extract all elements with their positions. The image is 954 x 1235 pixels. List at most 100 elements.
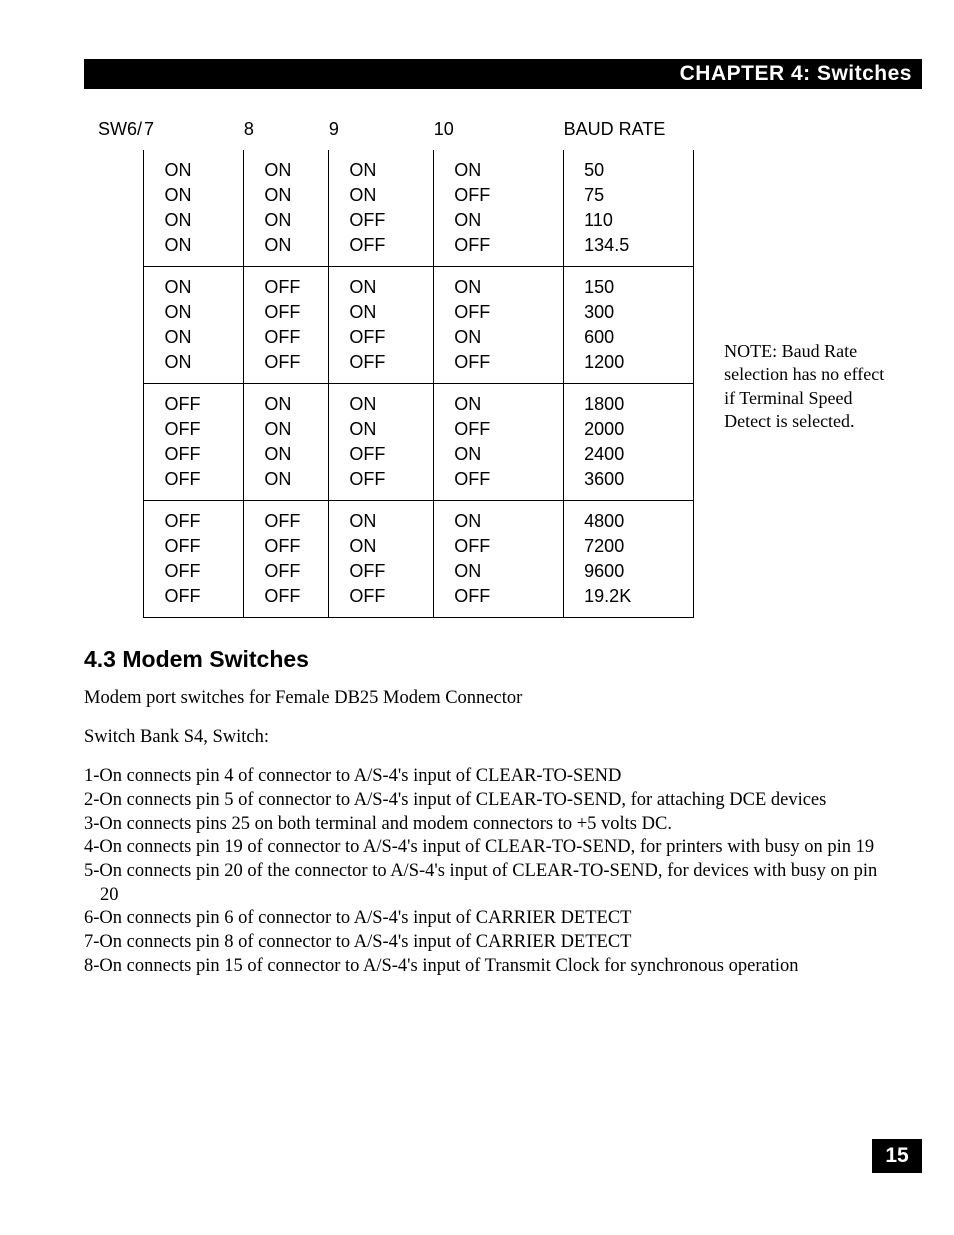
- table-cell: OFF: [434, 233, 564, 267]
- table-cell: OFF: [144, 467, 244, 501]
- table-cell: OFF: [144, 384, 244, 418]
- table-cell: OFF: [244, 501, 329, 535]
- table-row: ONONOFFON110: [84, 208, 694, 233]
- table-row: ONOFFONOFF300: [84, 300, 694, 325]
- table-row: ONONONON50: [84, 150, 694, 183]
- table-cell: OFF: [434, 183, 564, 208]
- table-cell: ON: [144, 267, 244, 301]
- table-cell: 110: [564, 208, 694, 233]
- table-cell: OFF: [144, 501, 244, 535]
- table-cell: 2000: [564, 417, 694, 442]
- table-cell: OFF: [244, 350, 329, 384]
- table-cell: OFF: [434, 467, 564, 501]
- section-body: Modem port switches for Female DB25 Mode…: [84, 687, 894, 978]
- table-cell: ON: [144, 150, 244, 183]
- table-cell: [84, 325, 144, 350]
- table-cell: ON: [244, 150, 329, 183]
- table-cell: OFF: [329, 559, 434, 584]
- table-cell: 3600: [564, 467, 694, 501]
- table-cell: [84, 150, 144, 183]
- table-cell: ON: [329, 501, 434, 535]
- table-cell: OFF: [244, 325, 329, 350]
- table-cell: OFF: [144, 442, 244, 467]
- table-row: ONONOFFOFF134.5: [84, 233, 694, 267]
- switch-list: 1-On connects pin 4 of connector to A/S-…: [84, 765, 894, 978]
- table-cell: ON: [244, 467, 329, 501]
- page-number: 15: [872, 1139, 922, 1173]
- table-cell: 300: [564, 300, 694, 325]
- table-cell: ON: [329, 417, 434, 442]
- table-cell: 9600: [564, 559, 694, 584]
- table-cell: ON: [144, 233, 244, 267]
- table-cell: ON: [144, 300, 244, 325]
- table-cell: ON: [144, 325, 244, 350]
- list-item: 8-On connects pin 15 of connector to A/S…: [84, 955, 894, 979]
- list-item: 3-On connects pins 25 on both terminal a…: [84, 813, 894, 837]
- table-cell: [84, 584, 144, 618]
- table-cell: OFF: [329, 584, 434, 618]
- table-cell: ON: [244, 233, 329, 267]
- table-cell: ON: [329, 267, 434, 301]
- col-10: 10: [434, 115, 564, 150]
- table-cell: ON: [244, 183, 329, 208]
- table-cell: ON: [244, 208, 329, 233]
- table-row: OFFONOFFON2400: [84, 442, 694, 467]
- table-cell: ON: [244, 384, 329, 418]
- table-cell: [84, 534, 144, 559]
- table-row: OFFONONOFF2000: [84, 417, 694, 442]
- table-cell: [84, 384, 144, 418]
- table-row: ONOFFONON150: [84, 267, 694, 301]
- baud-note: NOTE: Baud Rate selection has no effect …: [724, 340, 894, 434]
- table-cell: ON: [434, 501, 564, 535]
- section-intro: Modem port switches for Female DB25 Mode…: [84, 687, 894, 710]
- table-cell: ON: [244, 442, 329, 467]
- table-cell: [84, 300, 144, 325]
- table-cell: OFF: [244, 559, 329, 584]
- table-cell: ON: [434, 325, 564, 350]
- table-cell: ON: [434, 208, 564, 233]
- table-row: OFFONOFFOFF3600: [84, 467, 694, 501]
- table-cell: OFF: [434, 534, 564, 559]
- table-cell: 1800: [564, 384, 694, 418]
- col-sw6: SW6/: [84, 115, 144, 150]
- table-cell: OFF: [329, 233, 434, 267]
- table-cell: 600: [564, 325, 694, 350]
- baud-rate-table: SW6/ 7 8 9 10 BAUD RATE ONONONON50ONONON…: [84, 115, 694, 618]
- table-cell: [84, 442, 144, 467]
- table-cell: OFF: [329, 325, 434, 350]
- col-8: 8: [244, 115, 329, 150]
- section-bank: Switch Bank S4, Switch:: [84, 726, 894, 749]
- list-item: 5-On connects pin 20 of the connector to…: [84, 860, 894, 907]
- table-cell: [84, 267, 144, 301]
- list-item: 1-On connects pin 4 of connector to A/S-…: [84, 765, 894, 789]
- table-cell: OFF: [434, 300, 564, 325]
- col-9: 9: [329, 115, 434, 150]
- section-heading: 4.3 Modem Switches: [84, 646, 894, 673]
- table-cell: [84, 208, 144, 233]
- table-cell: [84, 350, 144, 384]
- table-cell: OFF: [244, 584, 329, 618]
- table-cell: ON: [329, 183, 434, 208]
- table-cell: OFF: [144, 584, 244, 618]
- list-item: 6-On connects pin 6 of connector to A/S-…: [84, 907, 894, 931]
- table-cell: ON: [434, 559, 564, 584]
- table-cell: [84, 233, 144, 267]
- table-cell: ON: [329, 150, 434, 183]
- table-cell: OFF: [244, 534, 329, 559]
- table-cell: OFF: [329, 350, 434, 384]
- table-cell: [84, 183, 144, 208]
- table-cell: ON: [329, 384, 434, 418]
- page-number-value: 15: [885, 1144, 908, 1168]
- table-row: OFFOFFOFFOFF19.2K: [84, 584, 694, 618]
- table-cell: ON: [144, 208, 244, 233]
- baud-table-wrap: SW6/ 7 8 9 10 BAUD RATE ONONONON50ONONON…: [84, 115, 894, 618]
- table-header-row: SW6/ 7 8 9 10 BAUD RATE: [84, 115, 694, 150]
- table-row: OFFOFFONOFF7200: [84, 534, 694, 559]
- table-cell: ON: [434, 384, 564, 418]
- table-cell: OFF: [329, 442, 434, 467]
- table-cell: OFF: [244, 267, 329, 301]
- list-item: 4-On connects pin 19 of connector to A/S…: [84, 836, 894, 860]
- table-row: OFFOFFONON4800: [84, 501, 694, 535]
- table-row: ONOFFOFFOFF1200: [84, 350, 694, 384]
- table-cell: 50: [564, 150, 694, 183]
